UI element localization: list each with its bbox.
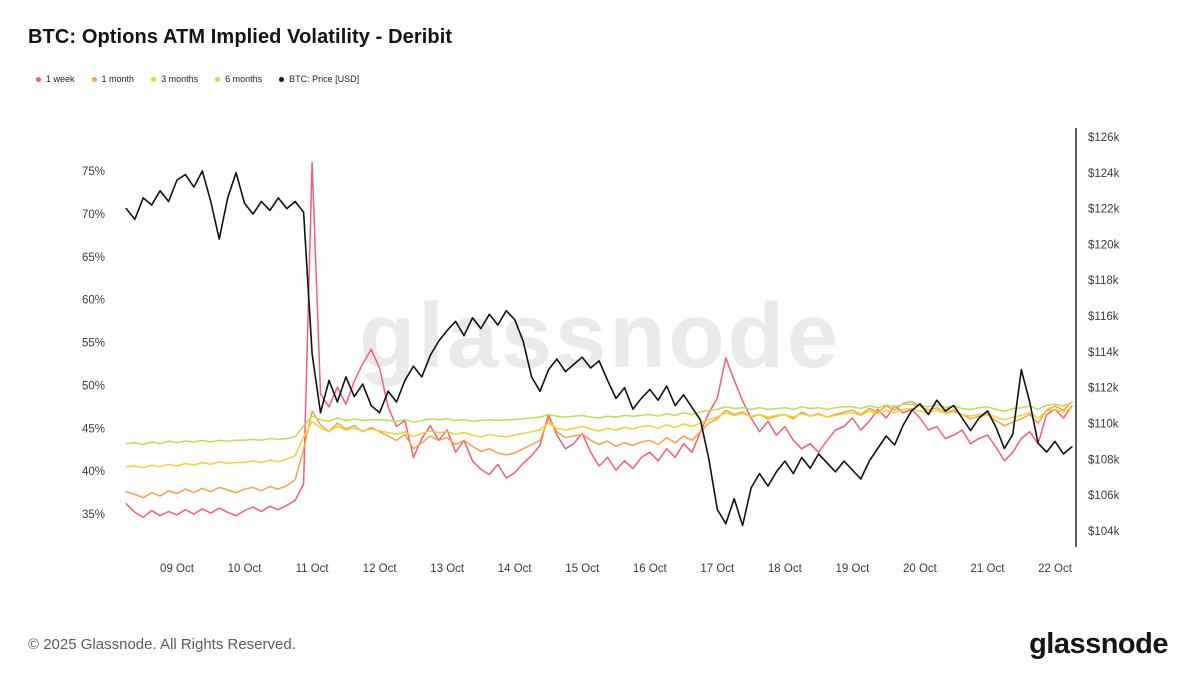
iv-axis-tick: 50% [82, 380, 105, 392]
price-axis-tick: $118k [1088, 275, 1119, 287]
iv-axis-tick: 55% [82, 338, 105, 350]
iv-axis-tick: 70% [82, 209, 105, 221]
price-axis-tick: $104k [1088, 526, 1120, 538]
legend-item-btc-price[interactable]: BTC: Price [USD] [279, 74, 359, 84]
watermark-text: glassnode [358, 285, 841, 387]
date-axis-tick: 12 Oct [363, 563, 398, 575]
legend-dot-3-months [151, 76, 157, 82]
legend-item-3-months[interactable]: 3 months [151, 74, 198, 84]
price-axis-tick: $120k [1088, 239, 1120, 251]
date-axis-tick: 21 Oct [971, 563, 1006, 575]
iv-axis-tick: 75% [82, 166, 105, 178]
series-line-1-week [125, 161, 1073, 519]
legend-dot-1-week [36, 76, 41, 82]
date-axis-tick: 18 Oct [768, 563, 803, 575]
series-line-btc-price [125, 170, 1073, 527]
price-axis-tick: $112k [1088, 383, 1119, 395]
series-line-6-months [125, 401, 1073, 446]
legend: 1 week 1 month 3 months 6 months BTC: Price … [36, 74, 359, 84]
date-axis-tick: 16 Oct [633, 563, 668, 575]
price-axis-tick: $110k [1088, 418, 1119, 430]
price-axis-tick: $116k [1088, 311, 1119, 323]
legend-item-6-months[interactable]: 6 months [215, 74, 262, 84]
price-axis-tick: $124k [1088, 168, 1120, 180]
legend-item-1-week[interactable]: 1 week [36, 74, 75, 84]
date-axis-tick: 10 Oct [228, 563, 263, 575]
date-axis-tick: 11 Oct [296, 563, 330, 575]
copyright-text: © 2025 Glassnode. All Rights Reserved. [28, 636, 296, 653]
glassnode-logo: glassnode [1029, 628, 1168, 660]
legend-dot-btc-price [279, 76, 285, 82]
date-axis-tick: 22 Oct [1038, 563, 1073, 575]
legend-dot-6-months [215, 76, 221, 82]
iv-axis-tick: 65% [82, 252, 105, 264]
date-axis-tick: 14 Oct [498, 563, 533, 575]
legend-label: 6 months [225, 74, 263, 84]
iv-axis-tick: 35% [82, 509, 105, 521]
iv-axis-tick: 40% [82, 466, 105, 478]
legend-label: 3 months [161, 74, 199, 84]
legend-label: BTC: Price [USD] [289, 74, 360, 84]
legend-label: 1 week [46, 74, 75, 84]
date-axis-tick: 15 Oct [565, 563, 600, 575]
price-axis-tick: $106k [1088, 490, 1120, 502]
date-axis-tick: 17 Oct [700, 563, 735, 575]
price-axis-tick: $122k [1088, 204, 1120, 216]
legend-label: 1 month [101, 74, 135, 84]
iv-axis-tick: 60% [82, 295, 105, 307]
page-title: BTC: Options ATM Implied Volatility - De… [28, 26, 453, 48]
price-axis-tick: $108k [1088, 454, 1120, 466]
date-axis-tick: 19 Oct [835, 563, 870, 575]
series-line-1-month [125, 400, 1073, 499]
price-axis-tick: $126k [1088, 132, 1120, 144]
iv-axis-tick: 45% [82, 423, 105, 435]
date-axis-tick: 13 Oct [430, 563, 465, 575]
series-line-3-months [125, 406, 1073, 469]
legend-item-1-month[interactable]: 1 month [91, 74, 135, 84]
price-axis-tick: $114k [1088, 347, 1119, 359]
legend-dot-1-month [91, 76, 97, 82]
date-axis-tick: 09 Oct [160, 563, 195, 575]
date-axis-tick: 20 Oct [903, 563, 938, 575]
